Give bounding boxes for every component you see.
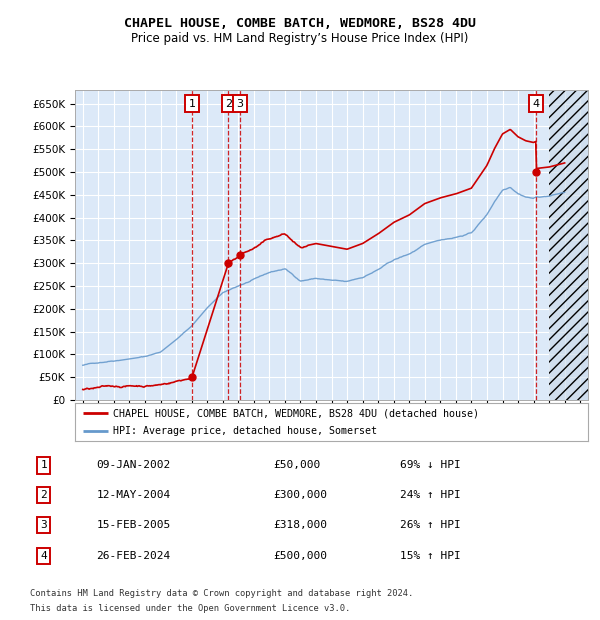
Text: Contains HM Land Registry data © Crown copyright and database right 2024.: Contains HM Land Registry data © Crown c… [30, 590, 413, 598]
Text: 09-JAN-2002: 09-JAN-2002 [96, 461, 170, 471]
Text: 3: 3 [236, 99, 244, 108]
Text: HPI: Average price, detached house, Somerset: HPI: Average price, detached house, Some… [113, 426, 377, 436]
Text: 4: 4 [532, 99, 539, 108]
Text: 15-FEB-2005: 15-FEB-2005 [96, 520, 170, 530]
Text: 1: 1 [40, 461, 47, 471]
Text: £500,000: £500,000 [273, 551, 327, 560]
Text: 12-MAY-2004: 12-MAY-2004 [96, 490, 170, 500]
Text: £300,000: £300,000 [273, 490, 327, 500]
Text: CHAPEL HOUSE, COMBE BATCH, WEDMORE, BS28 4DU (detached house): CHAPEL HOUSE, COMBE BATCH, WEDMORE, BS28… [113, 409, 479, 419]
Bar [549, 90, 600, 400]
Text: 15% ↑ HPI: 15% ↑ HPI [400, 551, 461, 560]
Text: 26% ↑ HPI: 26% ↑ HPI [400, 520, 461, 530]
Text: 69% ↓ HPI: 69% ↓ HPI [400, 461, 461, 471]
Text: Price paid vs. HM Land Registry’s House Price Index (HPI): Price paid vs. HM Land Registry’s House … [131, 32, 469, 45]
Text: 2: 2 [40, 490, 47, 500]
Text: 24% ↑ HPI: 24% ↑ HPI [400, 490, 461, 500]
Text: 4: 4 [40, 551, 47, 560]
Text: £50,000: £50,000 [273, 461, 320, 471]
Text: CHAPEL HOUSE, COMBE BATCH, WEDMORE, BS28 4DU: CHAPEL HOUSE, COMBE BATCH, WEDMORE, BS28… [124, 17, 476, 30]
Text: 1: 1 [188, 99, 196, 108]
Text: 2: 2 [225, 99, 232, 108]
Text: £318,000: £318,000 [273, 520, 327, 530]
Text: This data is licensed under the Open Government Licence v3.0.: This data is licensed under the Open Gov… [30, 604, 350, 613]
Text: 26-FEB-2024: 26-FEB-2024 [96, 551, 170, 560]
Text: 3: 3 [40, 520, 47, 530]
